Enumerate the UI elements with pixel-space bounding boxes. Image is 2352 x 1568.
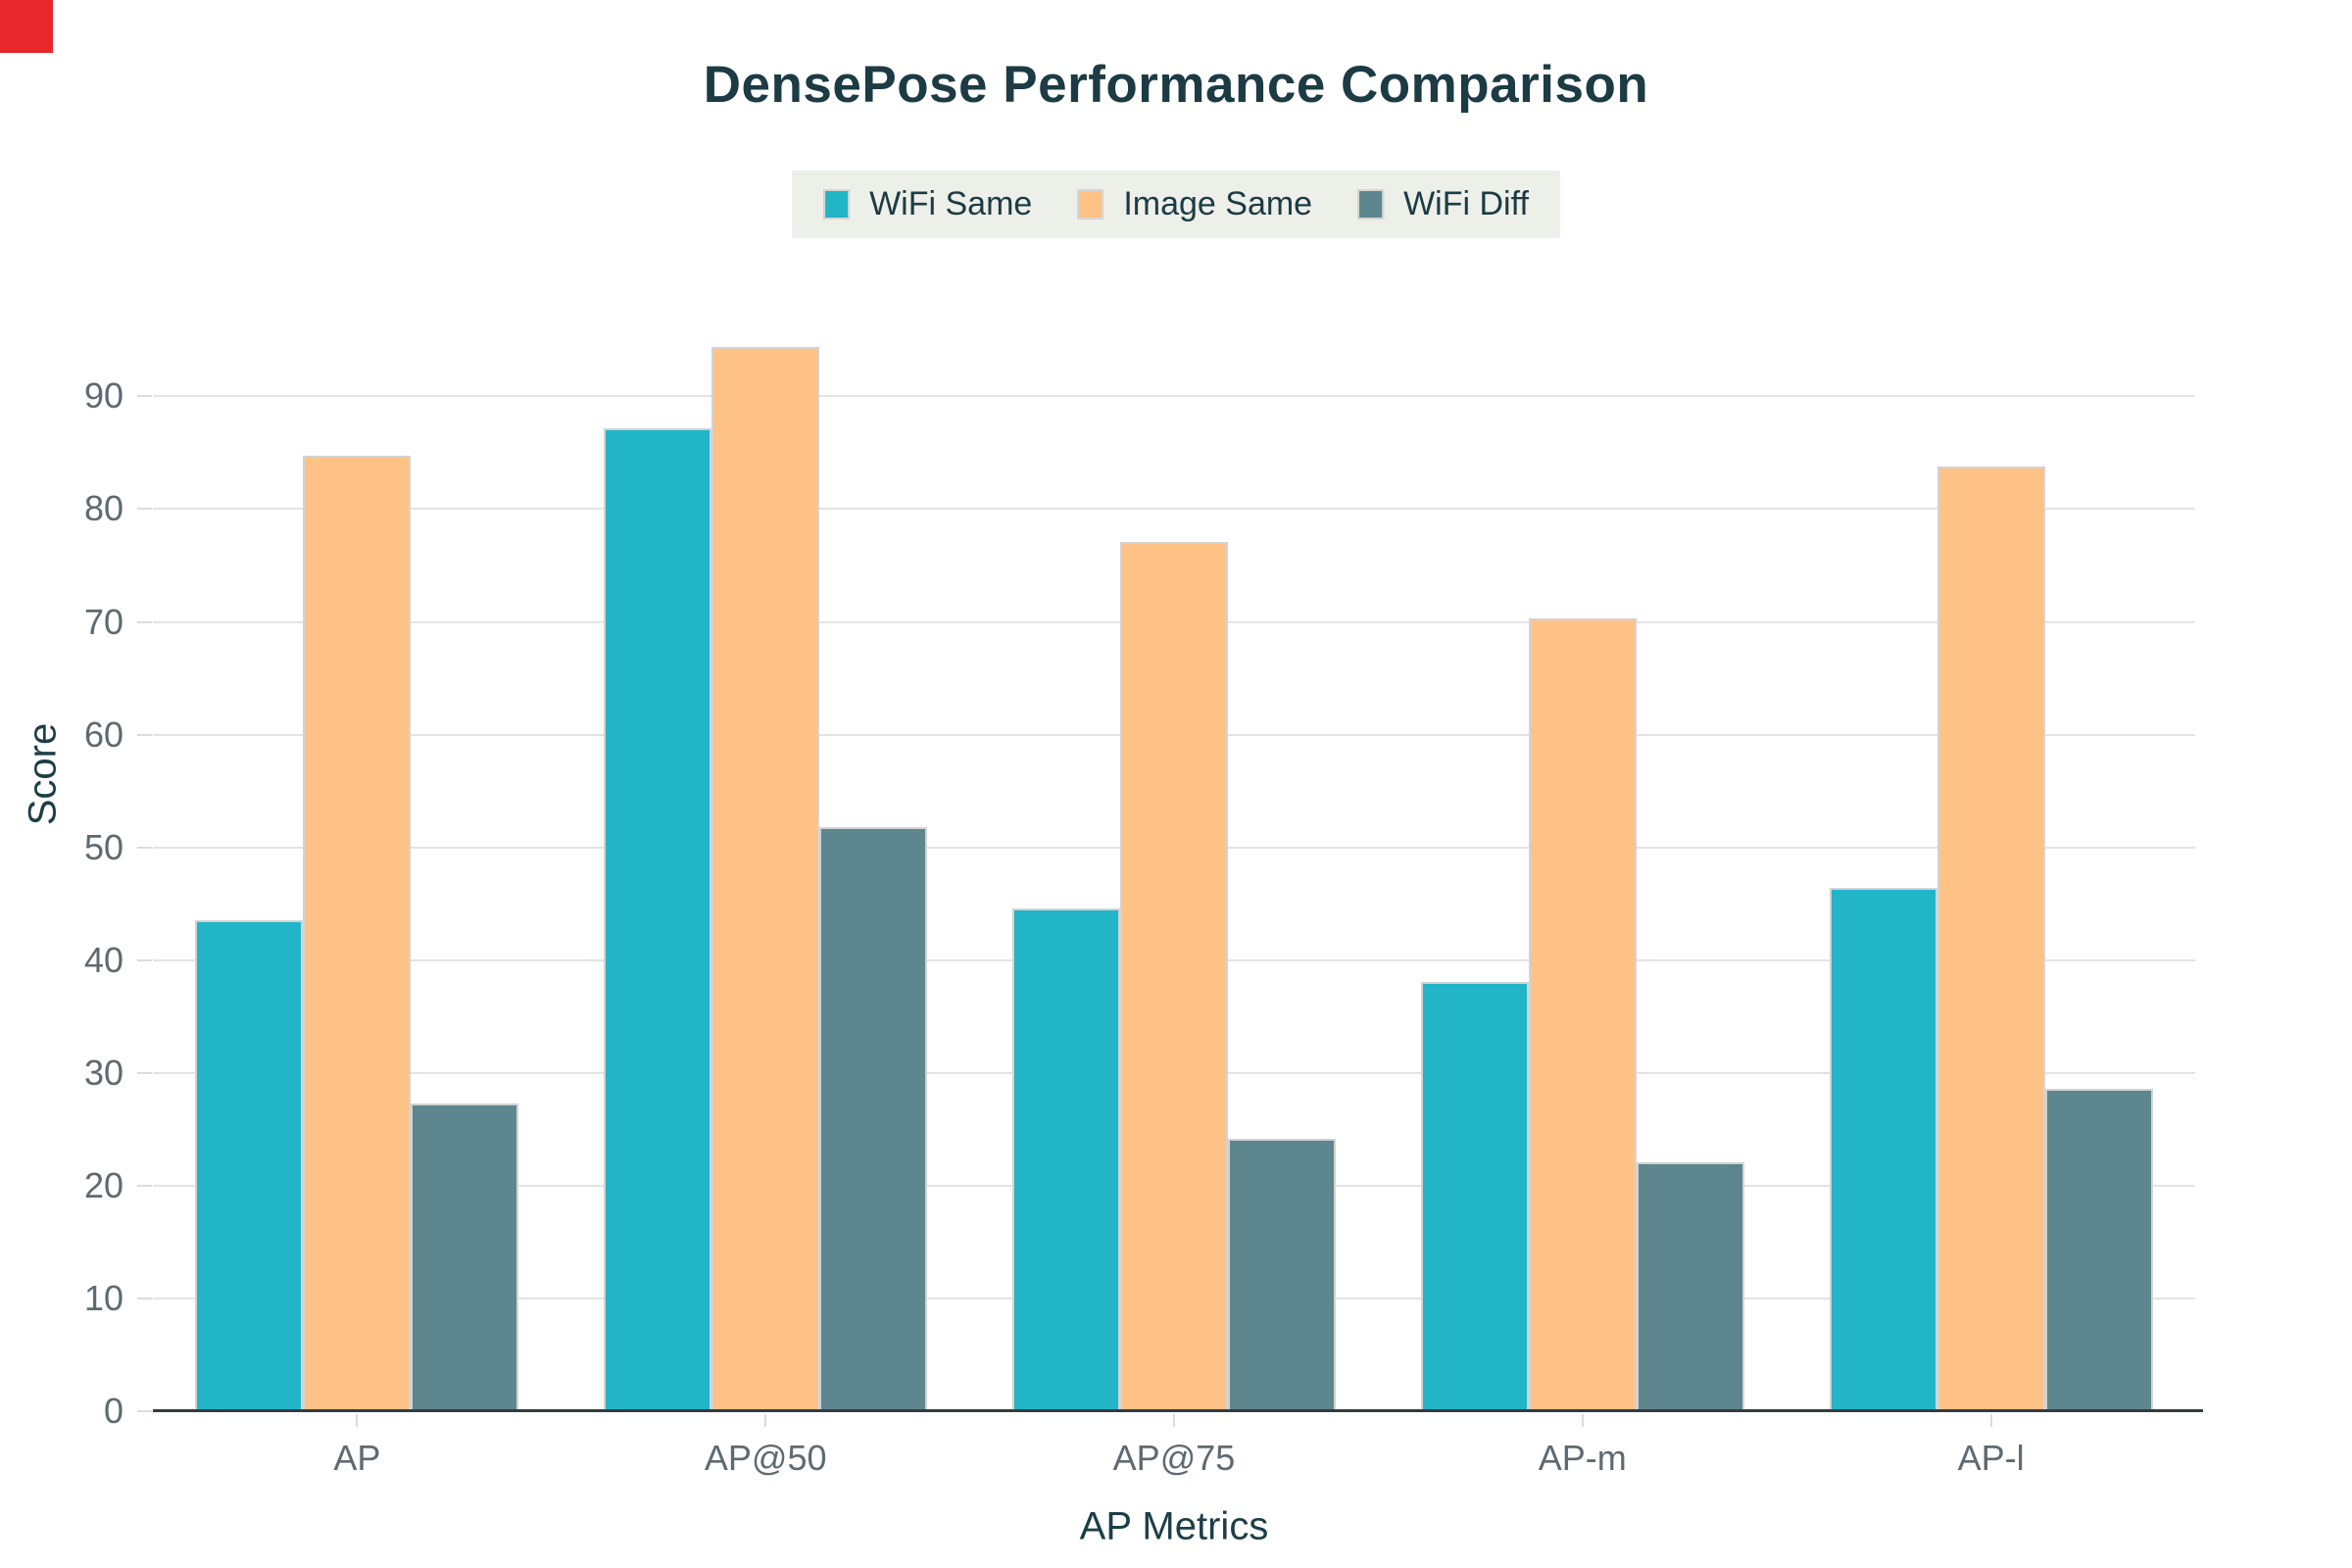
bar-wifi-diff-ap-m[interactable]: [1636, 1161, 1744, 1411]
legend-label-wifi-same: WiFi Same: [869, 185, 1033, 222]
legend-label-wifi-diff: WiFi Diff: [1403, 185, 1529, 222]
y-tick-label-30: 30: [83, 1052, 123, 1093]
bar-wifi-diff-ap-l[interactable]: [2044, 1088, 2153, 1411]
bar-wifi-same-ap[interactable]: [195, 920, 304, 1411]
gridline-90: [153, 395, 2195, 398]
bar-wifi-same-ap-75[interactable]: [1012, 907, 1120, 1411]
y-tick-label-10: 10: [83, 1277, 123, 1318]
bar-wifi-diff-ap[interactable]: [411, 1102, 519, 1411]
x-tick-label-ap-l: AP-l: [1957, 1438, 2025, 1478]
legend: WiFi Same Image Same WiFi Diff: [792, 171, 1560, 238]
y-tick-30: [137, 1071, 152, 1074]
y-tick-0: [137, 1410, 152, 1412]
bar-wifi-same-ap-50[interactable]: [604, 427, 712, 1411]
y-tick-90: [137, 395, 152, 398]
y-tick-label-0: 0: [103, 1391, 123, 1431]
y-axis-title: Score: [21, 722, 65, 826]
y-tick-label-80: 80: [83, 488, 123, 529]
x-axis-line: [153, 1409, 2204, 1412]
bar-image-same-ap-50[interactable]: [711, 346, 820, 1411]
y-tick-label-40: 40: [83, 939, 123, 980]
chart-title: DensePose Performance Comparison: [703, 56, 1649, 114]
legend-item-wifi-diff[interactable]: WiFi Diff: [1357, 185, 1529, 223]
y-tick-label-60: 60: [83, 713, 123, 755]
bar-wifi-diff-ap-75[interactable]: [1228, 1138, 1336, 1411]
y-tick-70: [137, 620, 152, 623]
x-tick-ap-50: [764, 1414, 767, 1427]
y-tick-80: [137, 508, 152, 511]
legend-swatch-image-same: [1077, 189, 1104, 220]
bar-image-same-ap-m[interactable]: [1528, 618, 1637, 1411]
legend-swatch-wifi-same: [823, 189, 851, 220]
y-tick-label-70: 70: [83, 601, 123, 642]
y-tick-50: [137, 846, 152, 849]
y-tick-label-50: 50: [83, 826, 123, 867]
y-tick-40: [137, 958, 152, 961]
y-tick-label-20: 20: [83, 1164, 123, 1205]
bar-image-same-ap-75[interactable]: [1120, 541, 1228, 1411]
gridline-80: [153, 508, 2195, 511]
x-tick-ap-m: [1581, 1414, 1584, 1427]
legend-label-image-same: Image Same: [1123, 185, 1313, 222]
bar-wifi-same-ap-l[interactable]: [1829, 888, 1937, 1411]
y-tick-10: [137, 1297, 152, 1299]
x-tick-label-ap-m: AP-m: [1538, 1438, 1627, 1478]
legend-item-wifi-same[interactable]: WiFi Same: [823, 185, 1032, 223]
x-tick-label-ap-75: AP@75: [1112, 1438, 1236, 1478]
plot-area: 0 10 20 30 40 50 60 70 80 90 AP AP@50 AP@75 AP-m AP-l: [84, 333, 2204, 1478]
bar-wifi-same-ap-m[interactable]: [1420, 981, 1529, 1411]
x-tick-label-ap: AP: [333, 1438, 381, 1478]
bar-wifi-diff-ap-50[interactable]: [819, 826, 928, 1411]
y-tick-60: [137, 733, 152, 736]
bar-image-same-ap[interactable]: [303, 456, 412, 1411]
legend-item-image-same[interactable]: Image Same: [1077, 185, 1312, 223]
x-tick-label-ap-50: AP@50: [704, 1438, 827, 1478]
red-corner-marker: [0, 0, 53, 53]
x-tick-ap: [356, 1414, 359, 1427]
y-tick-20: [137, 1184, 152, 1187]
y-tick-label-90: 90: [83, 375, 123, 416]
x-tick-ap-l: [1989, 1414, 1992, 1427]
x-tick-ap-75: [1173, 1414, 1175, 1427]
bar-image-same-ap-l[interactable]: [1936, 466, 2045, 1411]
x-axis-title: AP Metrics: [1079, 1504, 1269, 1548]
legend-swatch-wifi-diff: [1357, 189, 1385, 220]
